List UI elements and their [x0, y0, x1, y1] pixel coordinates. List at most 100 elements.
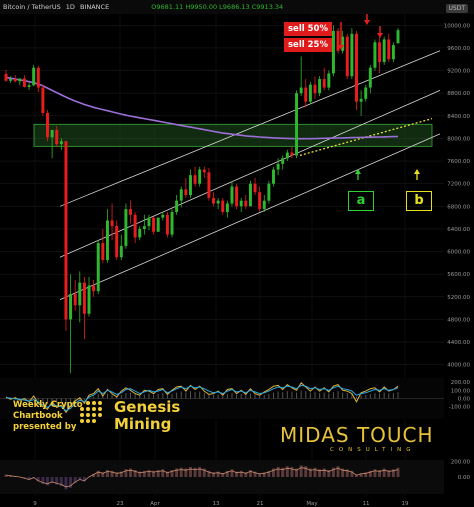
channel-upper-line [59, 50, 441, 207]
candle-body [59, 141, 63, 145]
candle-body [281, 158, 285, 164]
sell-arrow-head-icon [338, 45, 344, 50]
y-tick-label: 6400.00 [447, 227, 470, 233]
logo-dot [86, 407, 90, 411]
candle-body [304, 87, 308, 102]
candle-body [92, 285, 96, 292]
candle-body [50, 129, 54, 138]
x-axis-bar [0, 497, 474, 507]
candle-body [276, 163, 280, 170]
y-tick-label: 10000.00 [444, 23, 471, 29]
y-tick-label: 6800.00 [447, 204, 470, 210]
candle-body [262, 200, 266, 210]
genesis-mining-text: Genesis Mining [114, 399, 180, 433]
candle-body [18, 78, 22, 82]
y-tick-label: 9200.00 [447, 69, 470, 75]
sell-arrow-head-icon [364, 20, 370, 25]
candle-body [41, 87, 45, 113]
candle-body [313, 84, 317, 94]
candle-body [299, 87, 303, 94]
candle-body [175, 200, 179, 212]
candle-body [138, 228, 142, 238]
candle-body [9, 79, 13, 81]
logo-dot [80, 419, 84, 423]
logo-dot [80, 407, 84, 411]
candle-body [216, 200, 220, 204]
y-tick-label: 7200.00 [447, 182, 470, 188]
candle-body [327, 73, 331, 88]
candle-body [258, 192, 262, 210]
candle-body [202, 169, 206, 173]
candle-body [55, 129, 59, 145]
logo-dot [86, 401, 90, 405]
candle-body [82, 282, 86, 314]
y-tick-label: 6000.00 [447, 250, 470, 256]
y-tick-label: 9600.00 [447, 46, 470, 52]
interval-label[interactable]: 1D [65, 3, 75, 11]
logo-dot [86, 413, 90, 417]
y-tick-label: 4400.00 [447, 340, 470, 346]
y-tick-label: 5200.00 [447, 295, 470, 301]
candle-body [341, 36, 345, 51]
candle-body [115, 226, 119, 258]
sell-50-label: sell 50% [284, 22, 332, 36]
candle-body [230, 186, 234, 204]
channel-lower-line [59, 133, 441, 301]
moving-average-line [5, 76, 399, 140]
candle-body [27, 85, 31, 87]
candle-body [184, 189, 188, 195]
osc-tick-label: 0.00 [458, 397, 471, 403]
y-tick-label: 5600.00 [447, 272, 470, 278]
x-tick-label: 21 [257, 501, 264, 507]
candle-body [355, 33, 358, 102]
logo-dot [92, 407, 96, 411]
chart-header: Bitcoin / TetherUS 1D BINANCE O9681.11 H… [0, 0, 474, 14]
osc-blue-line [5, 384, 399, 412]
y-tick-label: 4800.00 [447, 317, 470, 323]
candle-body [193, 175, 197, 184]
x-tick-label: 19 [402, 501, 409, 507]
x-tick-label: Apr [150, 501, 160, 507]
y-tick-label: 8400.00 [447, 114, 470, 120]
signal-b-box: b [406, 191, 432, 211]
candle-body [147, 217, 151, 227]
symbol-label[interactable]: Bitcoin / TetherUS [3, 3, 61, 11]
candle-body [142, 226, 146, 229]
y-tick-label: 7600.00 [447, 159, 470, 165]
y-tick-label: 8000.00 [447, 136, 470, 142]
candle-body [336, 30, 340, 51]
x-tick-label: 23 [117, 501, 124, 507]
candle-body [272, 169, 275, 184]
price-axis[interactable]: 10000.00 9600.00 9200.00 8800.00 8400.00 8000… [444, 23, 471, 368]
candle-body [69, 293, 73, 320]
signal-a-box: a [348, 191, 374, 211]
candle-body [110, 220, 114, 227]
candle-body [378, 42, 382, 63]
candle-body [387, 39, 391, 60]
candles[interactable] [4, 25, 400, 374]
osc-tick-label: 100.00 [451, 388, 471, 394]
candle-body [308, 84, 312, 102]
time-axis[interactable]: 9 23 Apr 13 21 May 11 19 [0, 497, 474, 507]
y-tick-label: 4000.00 [447, 363, 470, 369]
candle-body [225, 203, 229, 212]
mining-word: Mining [114, 415, 172, 433]
exchange-label: BINANCE [80, 3, 110, 11]
osc-yellow-line [5, 382, 399, 414]
candle-body [350, 33, 354, 77]
candle-body [22, 78, 26, 87]
logo-dot [80, 413, 84, 417]
candle-body [373, 42, 377, 68]
candle-body [253, 183, 257, 193]
candle-body [13, 79, 17, 82]
candle-body [156, 217, 160, 232]
candle-body [129, 209, 132, 215]
candle-body [64, 141, 68, 320]
currency-badge[interactable]: USDT [445, 4, 468, 13]
candle-body [179, 189, 183, 201]
candle-body [318, 79, 322, 94]
oscillator-panel-2: 200.00 0.00 [0, 460, 470, 494]
candle-body [221, 200, 225, 212]
weekly-line-2: Chartbook [13, 411, 63, 421]
